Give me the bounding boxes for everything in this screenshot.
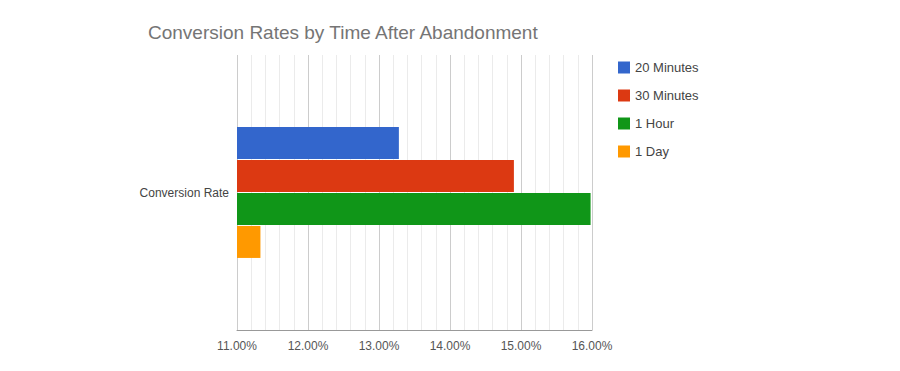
svg-text:15.00%: 15.00% <box>501 339 542 353</box>
svg-text:Conversion Rate: Conversion Rate <box>140 186 230 200</box>
svg-text:20 Minutes: 20 Minutes <box>635 60 699 75</box>
svg-text:1 Hour: 1 Hour <box>635 116 675 131</box>
svg-text:11.00%: 11.00% <box>217 339 257 353</box>
svg-text:1 Day: 1 Day <box>635 144 669 159</box>
svg-text:Conversion Rates by Time After: Conversion Rates by Time After Abandonme… <box>148 22 538 43</box>
svg-text:14.00%: 14.00% <box>430 339 471 353</box>
svg-text:30 Minutes: 30 Minutes <box>635 88 699 103</box>
svg-text:12.00%: 12.00% <box>288 339 329 353</box>
svg-text:16.00%: 16.00% <box>572 339 613 353</box>
svg-text:13.00%: 13.00% <box>359 339 400 353</box>
